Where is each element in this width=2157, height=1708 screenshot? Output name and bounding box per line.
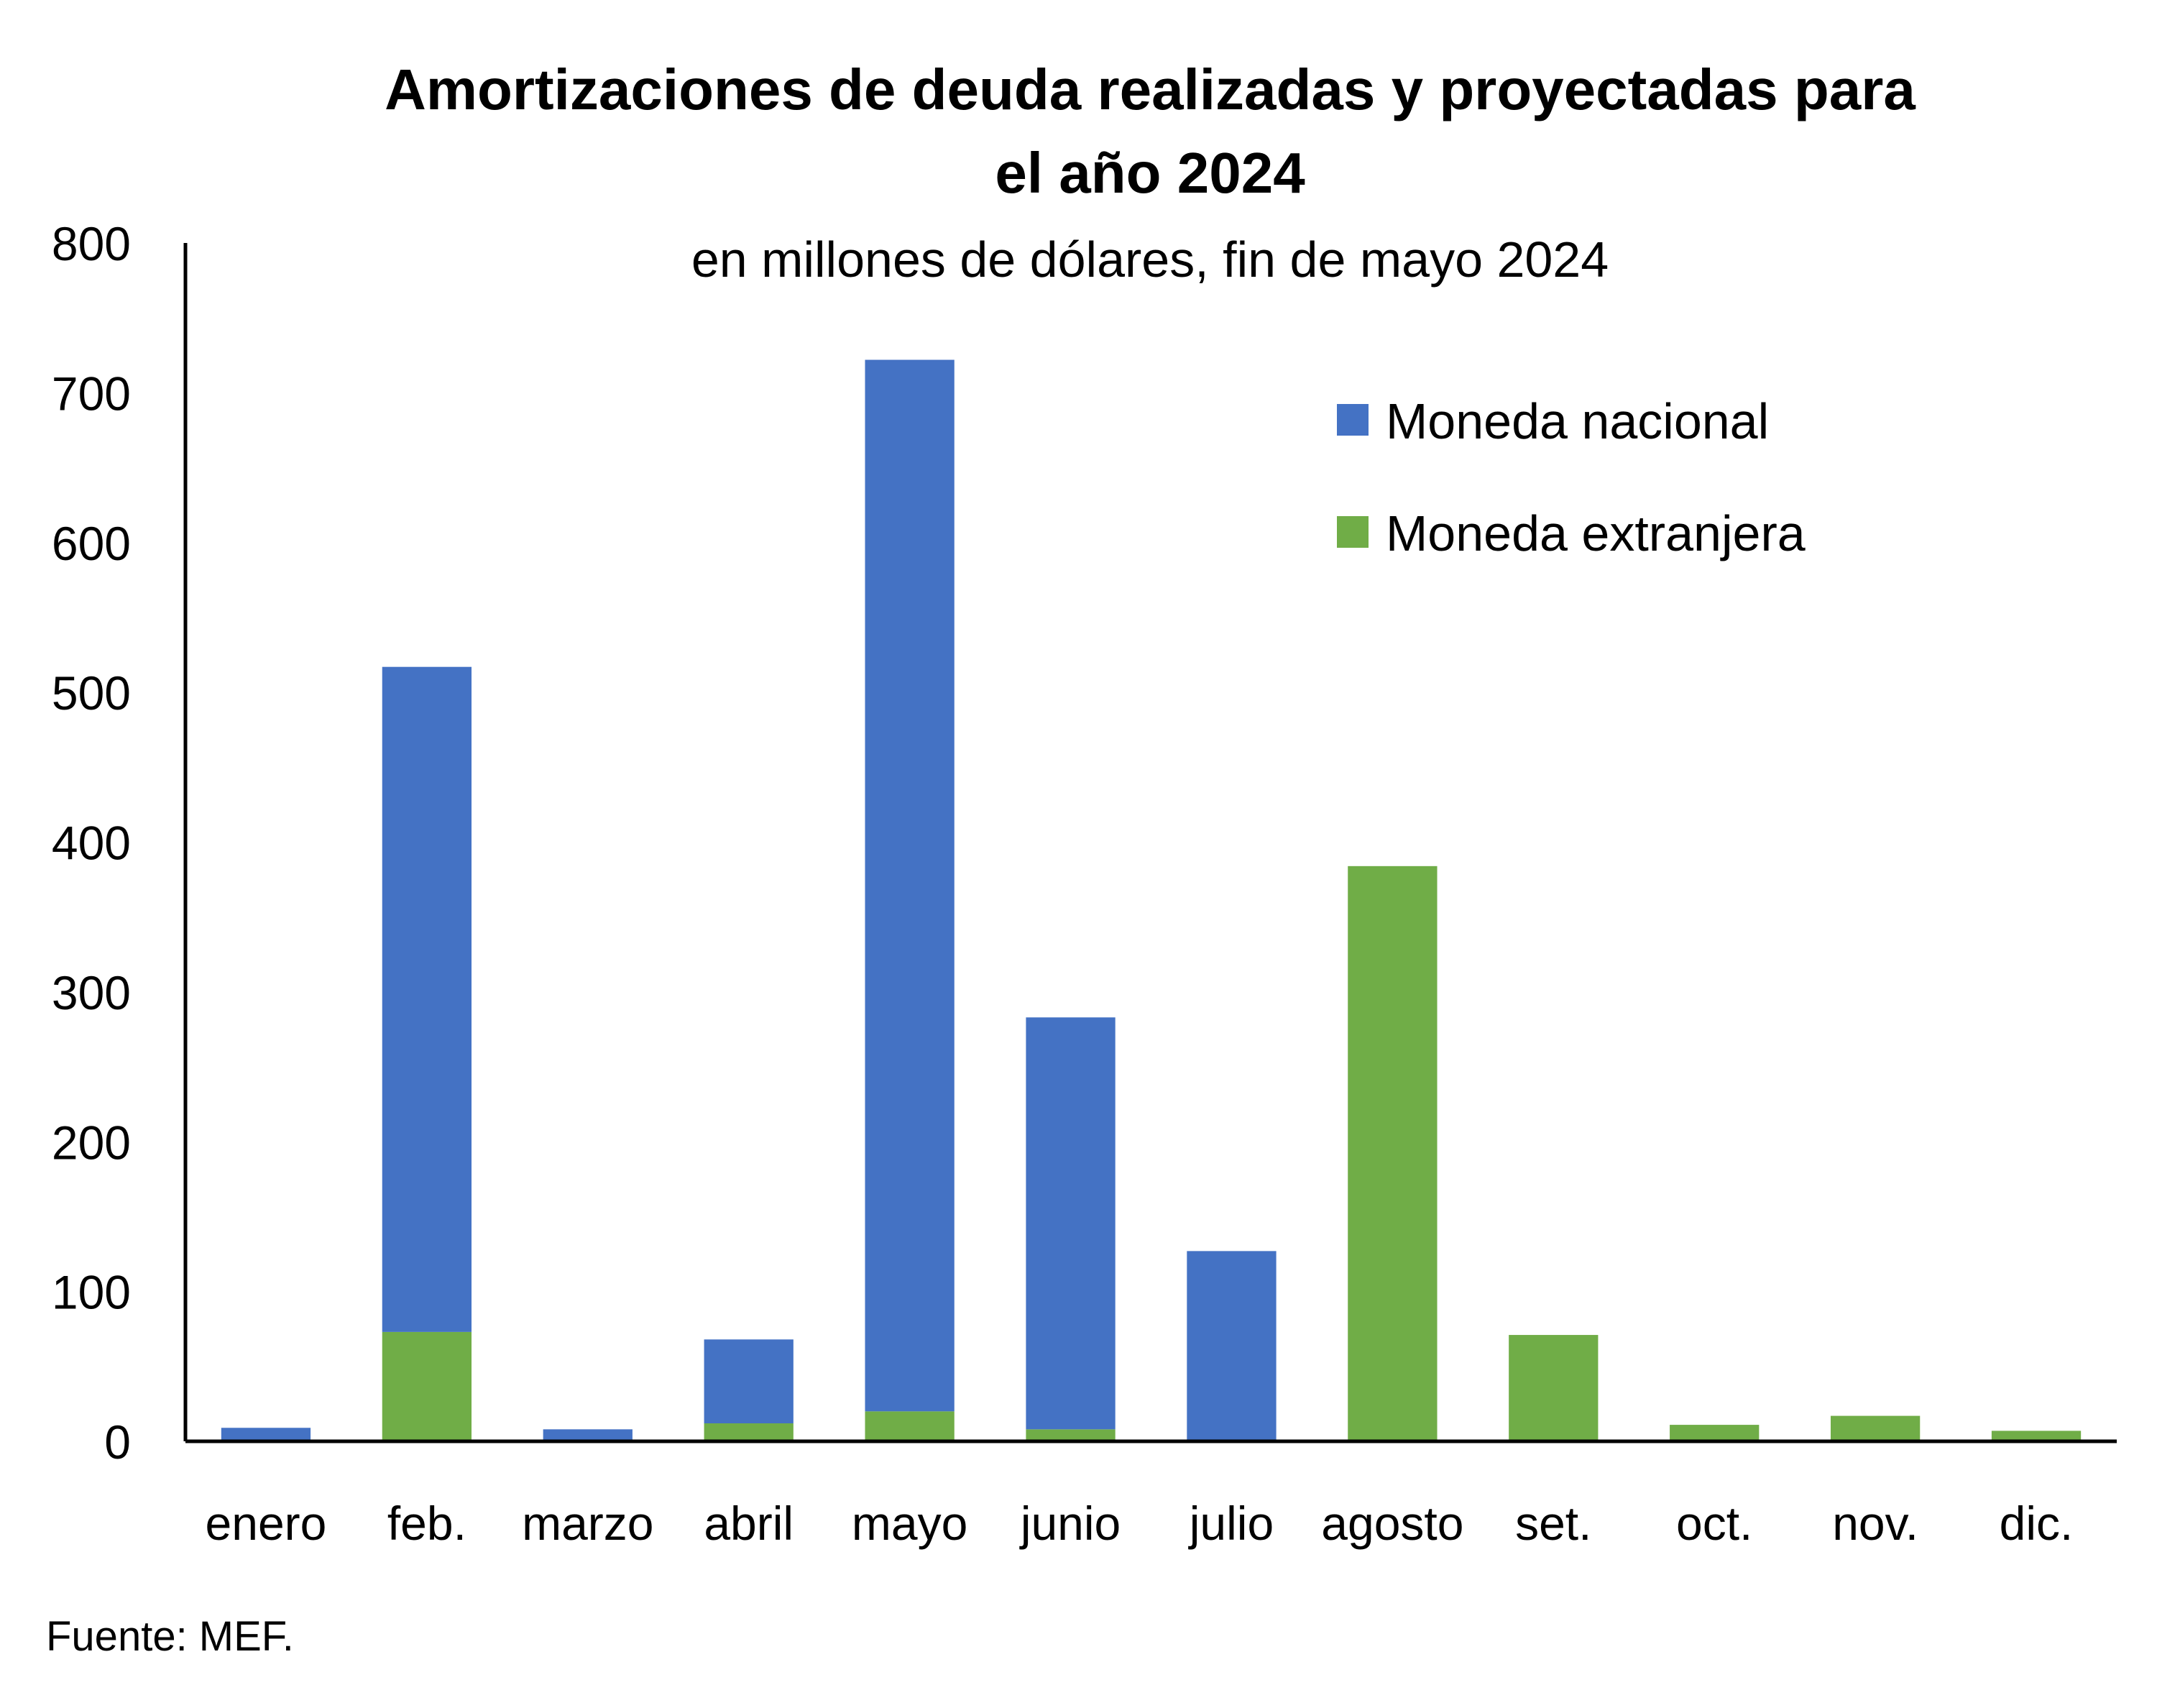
bar-moneda-extranjera [1670,1425,1760,1441]
bar-moneda-extranjera [1991,1431,2082,1441]
y-tick-label: 300 [52,966,131,1019]
y-axis-ticks: 0 100 200 300 400 500 600 700 800 [52,217,131,1469]
x-tick-label: dic. [2000,1497,2074,1550]
chart-title-line-2: el año 2024 [995,141,1305,205]
bar-moneda-nacional [221,1428,311,1441]
x-tick-label: julio [1188,1497,1274,1550]
legend-label-moneda-nacional: Moneda nacional [1386,393,1769,449]
bar-moneda-nacional [543,1429,633,1441]
legend-label-moneda-extranjera: Moneda extranjera [1386,505,1806,561]
x-tick-label: mayo [852,1497,967,1550]
bar-moneda-extranjera [1026,1429,1116,1441]
bar-moneda-nacional [704,1339,794,1423]
bar-moneda-nacional [1187,1251,1277,1441]
bar-moneda-extranjera [1509,1335,1599,1441]
chart-title-line-1: Amortizaciones de deuda realizadas y pro… [385,58,1915,121]
y-tick-label: 0 [104,1415,131,1469]
bar-moneda-extranjera [1830,1415,1921,1441]
x-tick-label: oct. [1676,1497,1752,1550]
x-tick-label: marzo [522,1497,653,1550]
y-tick-label: 800 [52,217,131,270]
x-tick-label: feb. [387,1497,466,1550]
bar-moneda-nacional [1026,1017,1116,1430]
bars [221,359,2082,1441]
y-tick-label: 600 [52,517,131,570]
x-tick-label: abril [704,1497,794,1550]
chart-subtitle: en millones de dólares, fin de mayo 2024 [691,231,1609,288]
bar-moneda-nacional [382,666,472,1332]
x-tick-label: enero [206,1497,327,1550]
x-tick-label: junio [1019,1497,1121,1550]
x-tick-label: agosto [1321,1497,1463,1550]
bar-moneda-extranjera [382,1331,472,1441]
y-tick-label: 500 [52,666,131,720]
x-axis-labels: enero feb. marzo abril mayo junio julio agosto s… [206,1497,2074,1550]
bar-moneda-nacional [865,359,955,1412]
bar-moneda-extranjera [704,1423,794,1441]
legend: Moneda nacional Moneda extranjera [1337,393,1806,561]
bar-moneda-extranjera [1348,866,1438,1441]
source-note: Fuente: MEF. [46,1613,294,1660]
y-tick-label: 100 [52,1266,131,1319]
x-tick-label: nov. [1832,1497,1918,1550]
x-tick-label: set. [1515,1497,1591,1550]
legend-swatch-moneda-extranjera [1337,516,1369,548]
y-tick-label: 400 [52,817,131,870]
bar-moneda-extranjera [865,1411,955,1441]
y-tick-label: 700 [52,367,131,420]
legend-swatch-moneda-nacional [1337,404,1369,436]
y-tick-label: 200 [52,1116,131,1169]
